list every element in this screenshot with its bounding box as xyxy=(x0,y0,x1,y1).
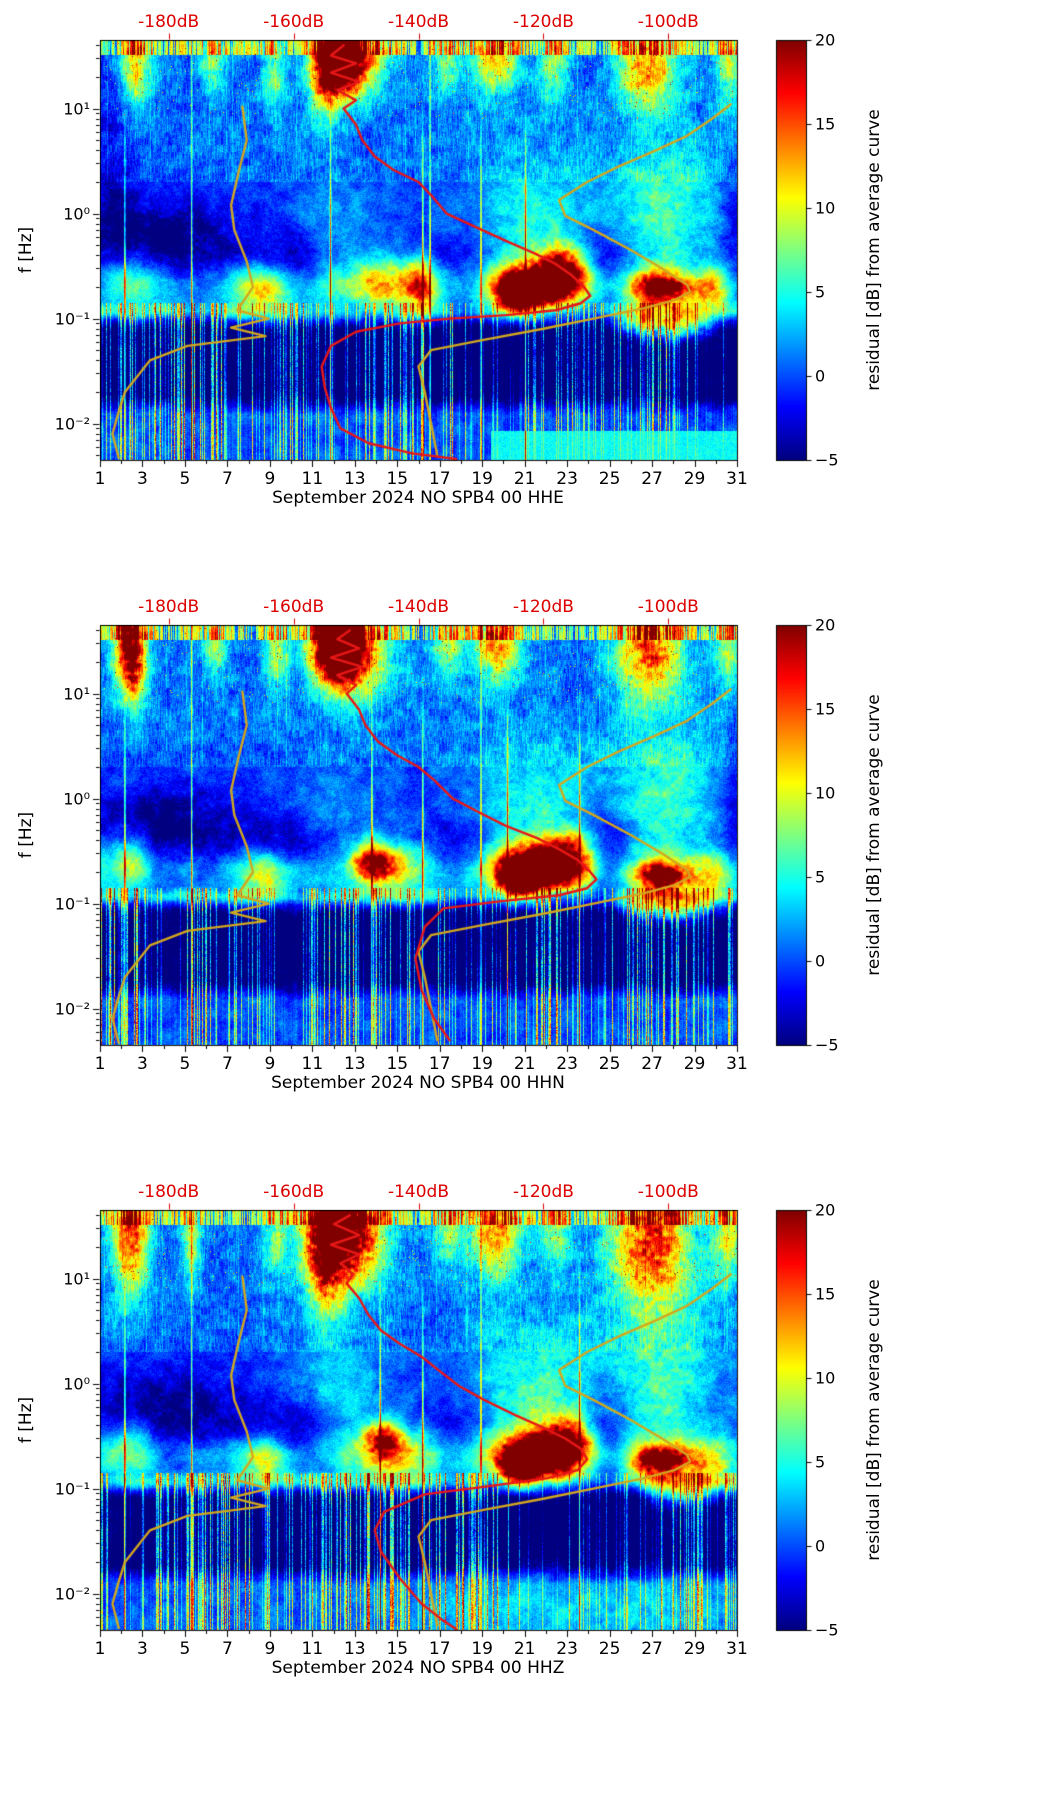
y-axis-label: f [Hz] xyxy=(16,1396,36,1444)
panel-hhz: -180dB -160dB -140dB -120dB -100dB 1 3 5 7 9 11 13 1… xyxy=(0,1170,1052,1755)
panel-hhe: -180dB -160dB -140dB -120dB -100dB 1 3 5 7 9 11 13 1… xyxy=(0,0,1052,585)
colorbar-label: residual [dB] from average curve xyxy=(864,694,884,976)
axes-colorbar-overlay-hhn xyxy=(0,585,1052,1170)
x-axis-title: September 2024 NO SPB4 00 HHN xyxy=(271,1073,565,1093)
colorbar-label: residual [dB] from average curve xyxy=(864,1279,884,1561)
colorbar-label: residual [dB] from average curve xyxy=(864,109,884,391)
panel-hhn: -180dB -160dB -140dB -120dB -100dB 1 3 5 7 9 11 13 1… xyxy=(0,585,1052,1170)
x-axis-title: September 2024 NO SPB4 00 HHE xyxy=(272,488,564,508)
axes-colorbar-overlay-hhz xyxy=(0,1170,1052,1755)
y-axis-label: f [Hz] xyxy=(16,811,36,859)
x-axis-title: September 2024 NO SPB4 00 HHZ xyxy=(271,1658,565,1678)
axes-colorbar-overlay-hhe xyxy=(0,0,1052,585)
y-axis-label: f [Hz] xyxy=(16,226,36,274)
